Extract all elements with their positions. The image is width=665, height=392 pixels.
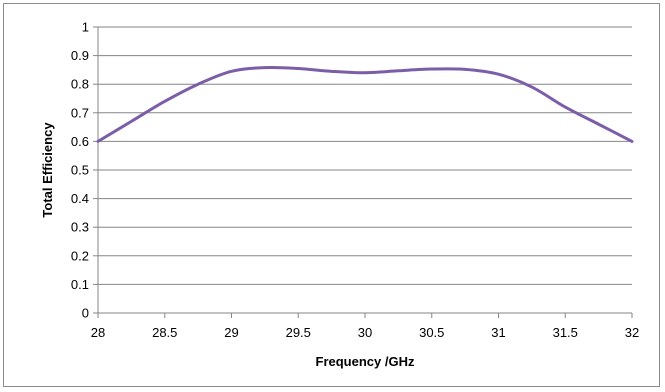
x-tick-labels: 28 28.5 29 29.5 30 30.5 31 31.5 32 (91, 313, 639, 340)
x-tick-label-8: 32 (625, 325, 639, 340)
y-tick-label-6: 0.6 (71, 134, 89, 149)
y-tick-label-5: 0.5 (71, 163, 89, 178)
y-axis-title: Total Efficiency (40, 122, 55, 218)
x-tick-label-5: 30.5 (419, 325, 444, 340)
y-tick-label-8: 0.8 (71, 77, 89, 92)
y-tick-label-9: 0.9 (71, 48, 89, 63)
series-line-0 (96, 65, 634, 143)
y-tick-label-3: 0.3 (71, 220, 89, 235)
chart-frame (3, 3, 660, 387)
y-tick-label-2: 0.2 (71, 248, 89, 263)
gridlines (98, 26, 632, 285)
x-axis-title: Frequency /GHz (316, 354, 415, 369)
y-tick-label-7: 0.7 (71, 105, 89, 120)
y-tick-label-0: 0 (82, 306, 89, 321)
x-tick-label-0: 28 (91, 325, 105, 340)
x-tick-label-7: 31.5 (553, 325, 578, 340)
series-layer (96, 65, 634, 143)
x-tick-label-3: 29.5 (286, 325, 311, 340)
y-tick-label-1: 0.1 (71, 277, 89, 292)
x-tick-label-6: 31 (491, 325, 505, 340)
x-tick-label-2: 29 (224, 325, 238, 340)
y-tick-label-10: 1 (82, 20, 89, 35)
y-tick-labels: 0 0.1 0.2 0.3 0.4 0.5 0.6 0.7 0.8 0.9 1 (71, 20, 98, 321)
x-tick-label-4: 30 (358, 325, 372, 340)
x-tick-label-1: 28.5 (152, 325, 177, 340)
y-tick-label-4: 0.4 (71, 191, 89, 206)
